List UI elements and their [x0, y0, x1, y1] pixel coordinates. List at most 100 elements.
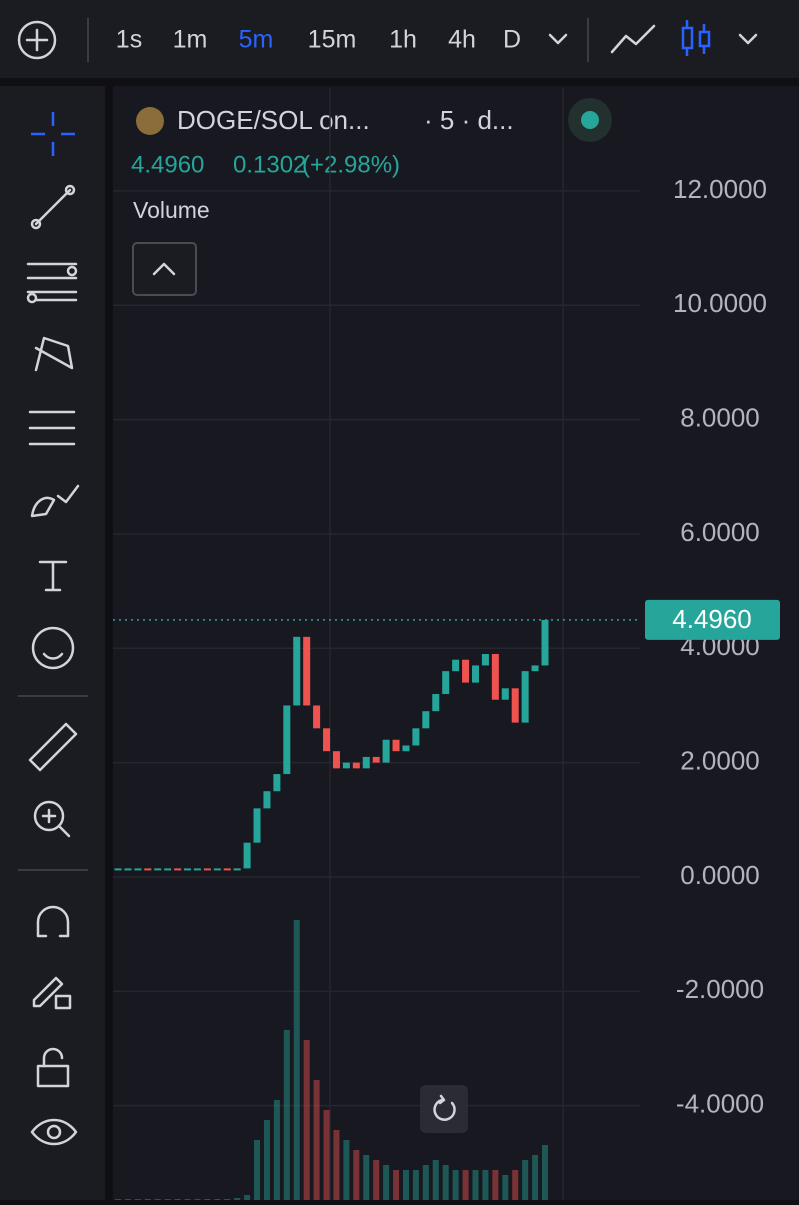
volume-bar: [333, 1130, 340, 1200]
y-tick-label: 6.0000: [680, 517, 760, 547]
lock-tool[interactable]: [36, 1047, 70, 1088]
last-price-tag: [645, 599, 780, 640]
candle: [184, 868, 192, 871]
add-button[interactable]: [17, 20, 57, 60]
volume-bar: [373, 1160, 380, 1200]
last-price-label: 4.4960: [672, 604, 752, 634]
y-tick-label: 8.0000: [680, 402, 760, 432]
volume-bar: [263, 1120, 270, 1200]
candle: [541, 619, 549, 666]
pattern-tool[interactable]: [34, 336, 74, 372]
candle: [323, 728, 331, 752]
status-dot: [581, 111, 599, 129]
volume-bar: [234, 1198, 241, 1200]
interval-button[interactable]: 1m: [173, 26, 208, 54]
text-tool[interactable]: [38, 560, 68, 592]
y-tick-label: 2.0000: [680, 746, 760, 776]
candle: [174, 868, 182, 871]
interval-button[interactable]: 1s: [116, 26, 142, 54]
prediction-tool[interactable]: [28, 410, 76, 446]
zoom-tool[interactable]: [33, 800, 71, 838]
candle: [144, 868, 152, 871]
candle: [293, 636, 301, 706]
line-chart-button[interactable]: [610, 24, 656, 54]
candle: [462, 659, 470, 683]
candle: [164, 868, 172, 871]
volume-bar: [542, 1145, 548, 1200]
candle: [471, 665, 479, 683]
candle: [154, 868, 162, 871]
interval-button[interactable]: 4h: [448, 26, 476, 54]
volume-bar: [452, 1170, 459, 1200]
lock-drawing-tool[interactable]: [32, 976, 72, 1010]
brush-tool[interactable]: [30, 484, 80, 518]
volume-bar: [512, 1170, 519, 1200]
reset-button[interactable]: [420, 1085, 468, 1133]
interval-button[interactable]: 1h: [389, 26, 417, 54]
interval-button[interactable]: D: [503, 26, 521, 54]
visibility-tool[interactable]: [30, 1118, 78, 1146]
volume-bar: [532, 1155, 539, 1200]
volume-bar: [402, 1170, 409, 1200]
volume-bar: [283, 1030, 290, 1200]
volume-bar: [482, 1170, 489, 1200]
candle: [452, 659, 460, 672]
interval-button[interactable]: 5m: [239, 26, 274, 54]
candle: [134, 868, 142, 871]
volume-bar: [343, 1140, 350, 1200]
volume-bar: [383, 1165, 390, 1200]
volume-bar: [244, 1195, 251, 1200]
candle: [213, 868, 221, 871]
fib-tool[interactable]: [26, 262, 78, 304]
y-tick-label: 10.0000: [673, 288, 767, 318]
candle: [491, 654, 499, 700]
candle-chart-button[interactable]: [681, 20, 711, 56]
symbol-icon: [136, 107, 164, 135]
interval-dropdown[interactable]: [548, 33, 568, 45]
volume-label: Volume: [133, 197, 210, 223]
magnet-tool[interactable]: [36, 905, 70, 938]
candle: [442, 671, 450, 695]
candle: [273, 774, 281, 792]
y-tick-label: 0.0000: [680, 860, 760, 890]
volume-bar: [462, 1170, 469, 1200]
candle: [193, 868, 201, 871]
chart-type-dropdown[interactable]: [738, 33, 758, 45]
collapse-button[interactable]: [132, 242, 197, 296]
symbol-name[interactable]: DOGE/SOL on...: [177, 105, 370, 135]
emoji-tool[interactable]: [31, 626, 75, 670]
crosshair-tool[interactable]: [31, 112, 75, 156]
price-change-pct: (+2.98%): [302, 151, 400, 178]
interval-button[interactable]: 15m: [308, 26, 357, 54]
candle: [481, 654, 489, 666]
candle: [342, 762, 350, 769]
volume-bar: [412, 1170, 419, 1200]
top-toolbar: [0, 0, 799, 78]
last-price: 4.4960: [131, 151, 204, 178]
ruler-tool[interactable]: [28, 722, 78, 772]
volume-bar: [442, 1165, 449, 1200]
volume-bar: [422, 1165, 429, 1200]
candle: [382, 739, 390, 763]
y-tick-label: -4.0000: [676, 1089, 764, 1119]
candle: [372, 756, 380, 763]
volume-bar: [363, 1155, 370, 1200]
volume-bar: [393, 1170, 400, 1200]
candle: [521, 671, 529, 723]
volume-bar: [273, 1100, 280, 1200]
candle: [233, 868, 241, 871]
candle: [303, 636, 311, 706]
candle: [263, 791, 271, 809]
trend-line-tool[interactable]: [30, 184, 76, 230]
volume-bar: [502, 1175, 509, 1200]
volume-bar: [522, 1160, 529, 1200]
volume-bar: [313, 1080, 320, 1200]
volume-bar: [303, 1040, 310, 1200]
volume-bar: [432, 1160, 439, 1200]
chart-pane: [113, 86, 799, 1200]
candle: [511, 688, 519, 723]
candle: [432, 694, 440, 712]
candle: [114, 868, 122, 871]
candle: [124, 868, 132, 871]
